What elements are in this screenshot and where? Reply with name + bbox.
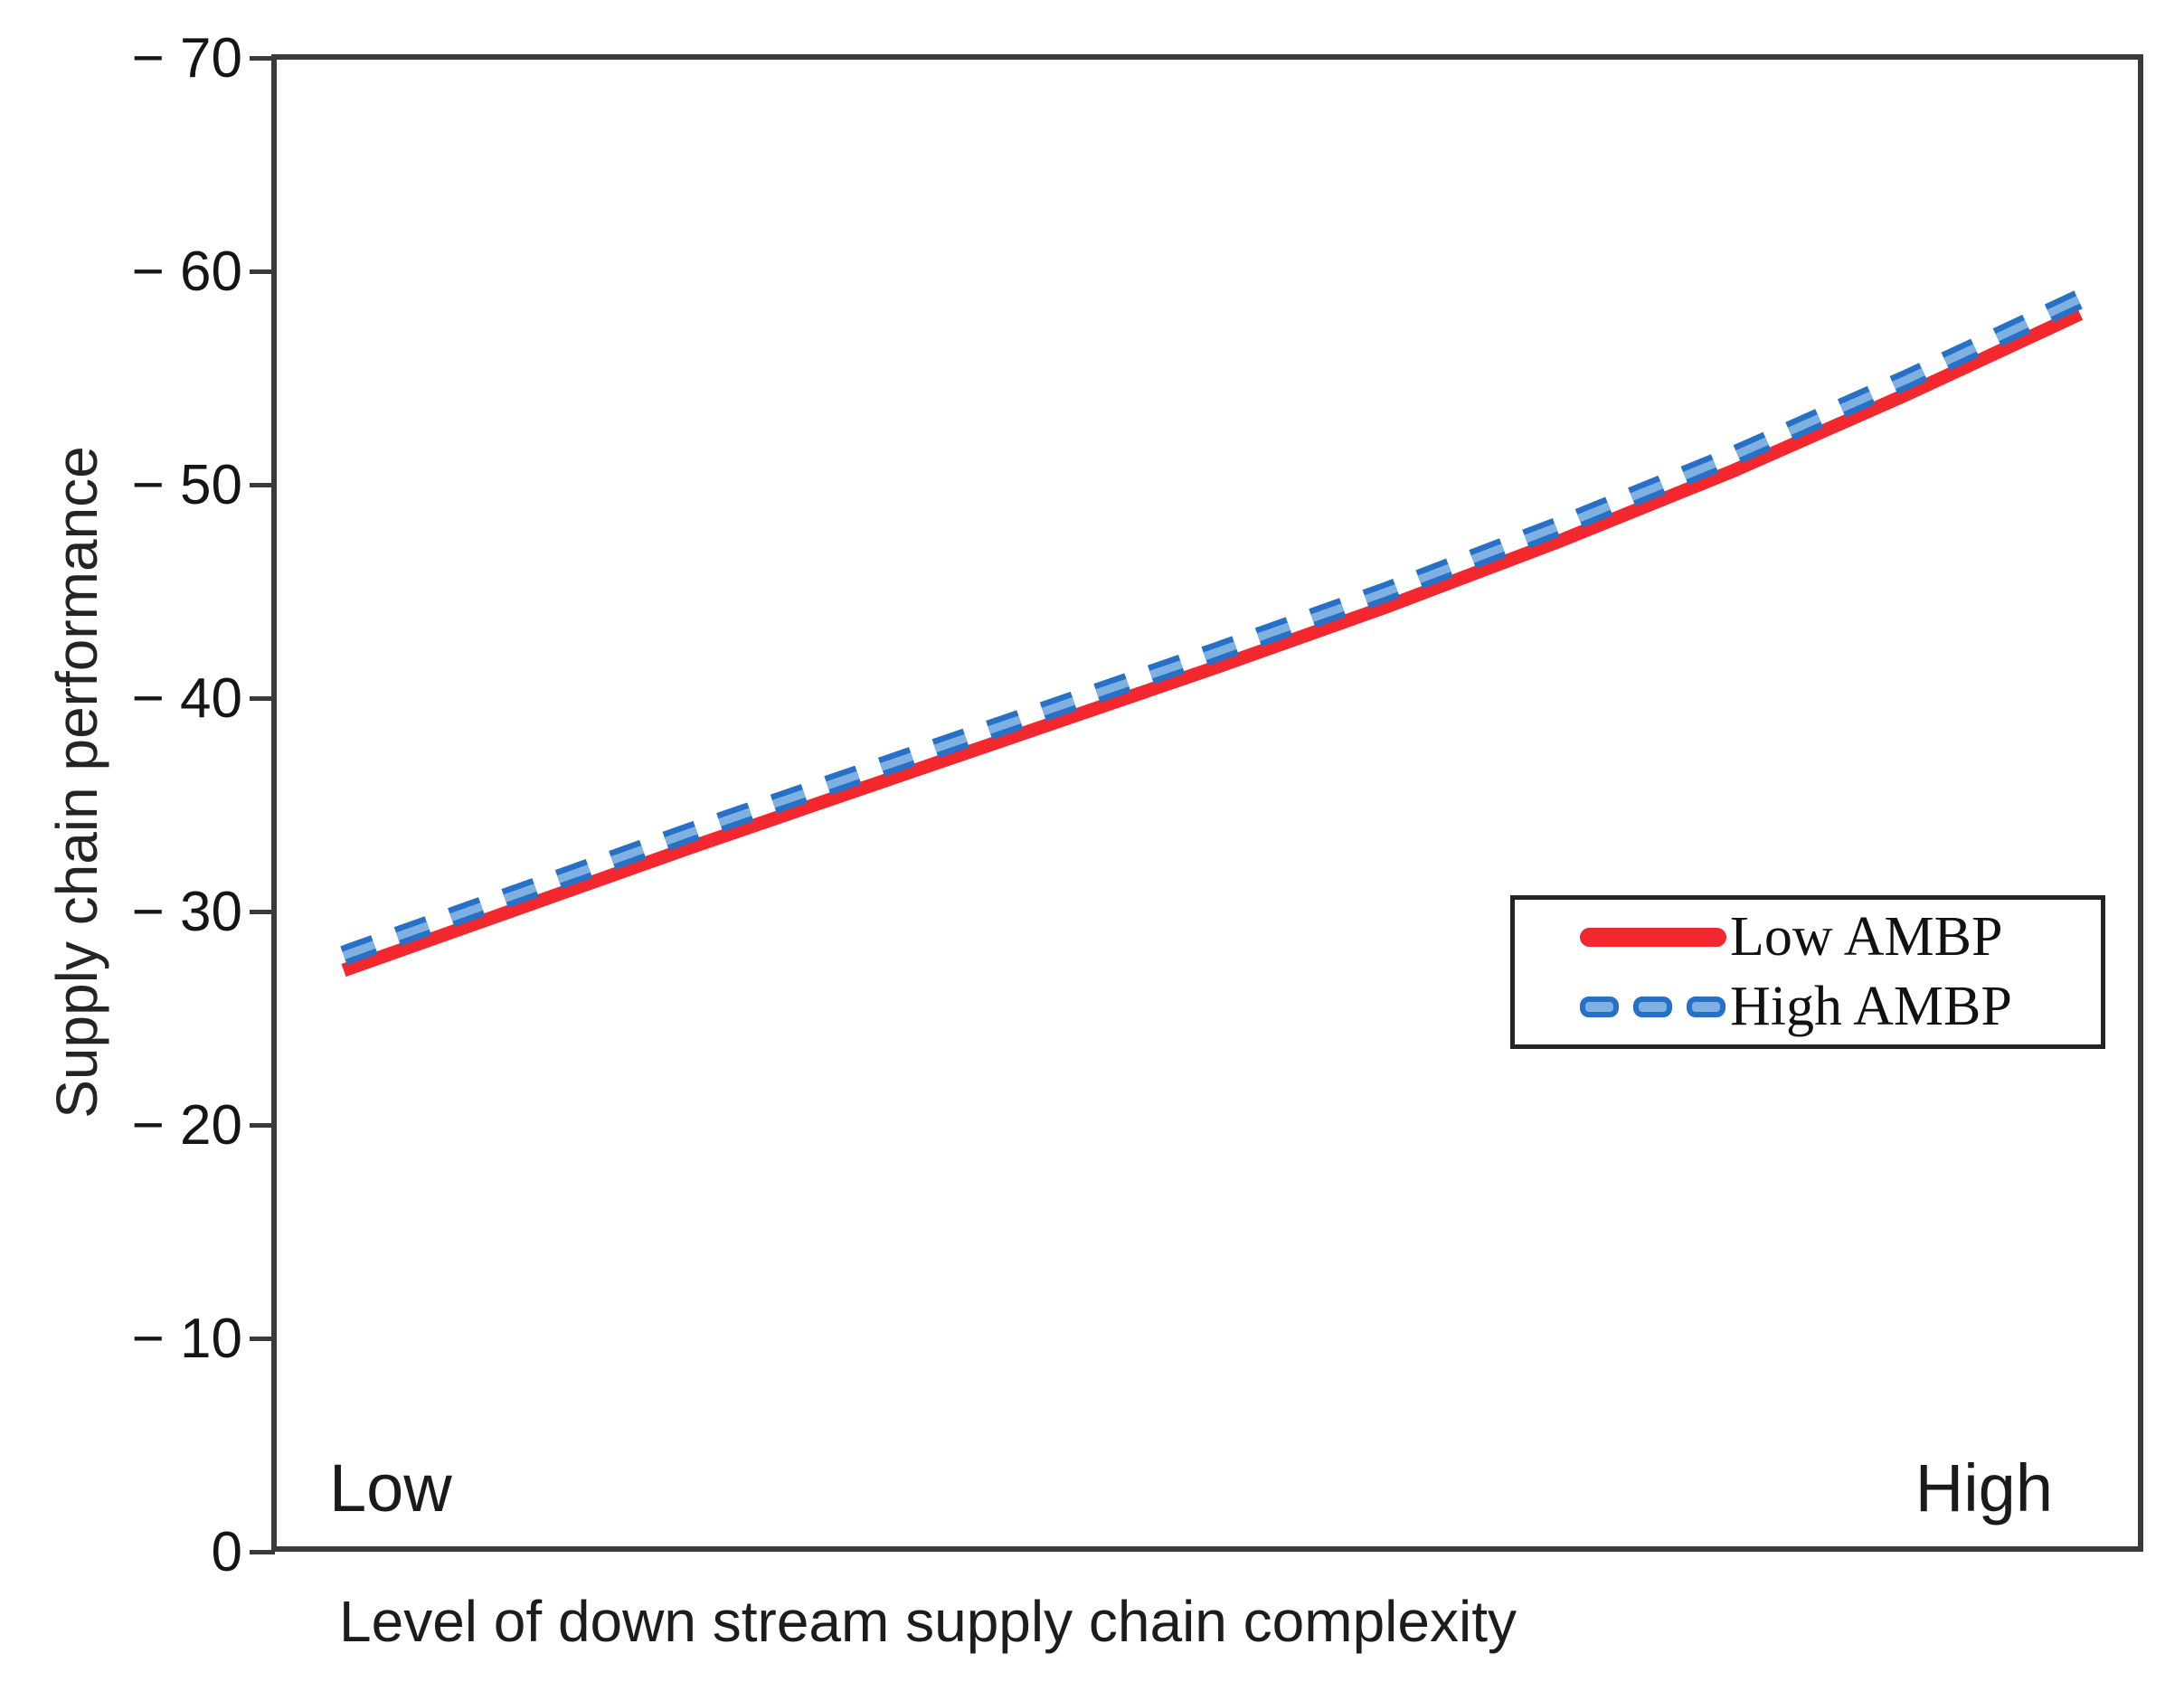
x-high-label: High xyxy=(1915,1450,2053,1526)
plot-canvas xyxy=(340,289,2085,978)
series-line-high-ambp-fill xyxy=(342,295,2082,959)
y-tick-label: − 20 xyxy=(131,1094,242,1157)
legend-swatch-high-ambp-dashes xyxy=(1580,997,1726,1017)
x-axis-title: Level of down stream supply chain comple… xyxy=(339,1589,1517,1654)
series-line-low-ambp xyxy=(341,307,2084,978)
y-tick-mark xyxy=(250,56,275,61)
y-tick-mark xyxy=(250,483,275,487)
y-tick-label: − 10 xyxy=(131,1308,242,1370)
y-tick-mark xyxy=(250,696,275,701)
legend: Low AMBP High AMBP xyxy=(1510,895,2105,1049)
y-tick-mark xyxy=(250,1550,275,1554)
y-axis-title: Supply chain performance xyxy=(44,446,109,1119)
y-tick-label: − 40 xyxy=(131,667,242,730)
y-tick-mark xyxy=(250,269,275,274)
legend-item-high-ambp: High AMBP xyxy=(1580,975,2101,1039)
series-line-high-ambp-outline xyxy=(340,289,2085,966)
y-tick-label: − 50 xyxy=(131,454,242,516)
y-tick-mark xyxy=(250,1123,275,1128)
y-tick-label: − 30 xyxy=(131,881,242,943)
legend-swatch-low-ambp-line xyxy=(1580,928,1726,947)
y-tick-label: 0 xyxy=(211,1521,242,1583)
plot-area: Low High Low AMBP High AMBP xyxy=(271,54,2143,1552)
y-tick-label: − 70 xyxy=(131,27,242,90)
legend-item-low-ambp: Low AMBP xyxy=(1580,905,2101,969)
y-tick-mark xyxy=(250,1337,275,1341)
legend-label-low-ambp: Low AMBP xyxy=(1730,906,2003,968)
y-tick-label: − 60 xyxy=(131,241,242,303)
x-low-label: Low xyxy=(329,1450,452,1526)
y-tick-mark xyxy=(250,910,275,914)
legend-label-high-ambp: High AMBP xyxy=(1730,976,2012,1037)
